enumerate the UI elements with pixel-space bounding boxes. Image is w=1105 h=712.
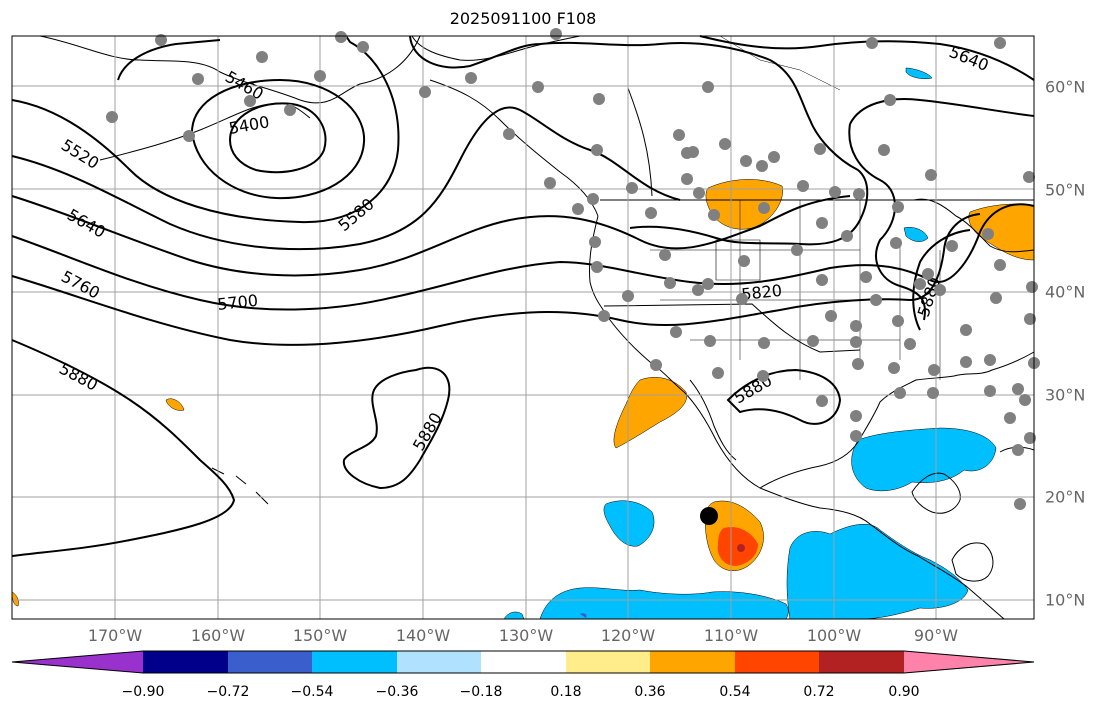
colorbar-tick: 0.18	[550, 684, 582, 700]
colorbar-segment	[12, 651, 143, 673]
storm-center-marker	[700, 507, 718, 525]
colorbar-tick: −0.36	[375, 684, 419, 700]
colorbar-segment	[143, 651, 228, 673]
lat-label: 50°N	[1045, 180, 1086, 200]
lon-label: 90°W	[913, 626, 959, 645]
map-frame	[11, 35, 1035, 620]
colorbar-tick: 0.90	[888, 684, 920, 700]
station-markers	[106, 28, 1040, 510]
lon-label: 100°W	[806, 626, 862, 645]
colorbar-tick: 0.36	[634, 684, 666, 700]
lon-label: 120°W	[600, 626, 656, 645]
lat-label: 60°N	[1045, 77, 1086, 97]
lon-label: 110°W	[703, 626, 759, 645]
colorbar-outline	[11, 650, 1035, 674]
colorbar-segment	[481, 651, 566, 673]
lat-label: 40°N	[1045, 282, 1086, 302]
colorbar-tick: 0.72	[803, 684, 835, 700]
colorbar-segment	[312, 651, 397, 673]
graticule	[12, 36, 1034, 619]
colorbar-tick: −0.72	[206, 684, 250, 700]
colorbar-segment	[819, 651, 904, 673]
colorbar	[11, 650, 1035, 674]
colorbar-segment	[397, 651, 481, 673]
lon-label: 140°W	[395, 626, 451, 645]
colorbar-segment	[228, 651, 312, 673]
colorbar-tick: 0.54	[719, 684, 751, 700]
map-title: 2025091100 F108	[449, 9, 597, 28]
lon-label: 150°W	[292, 626, 348, 645]
lat-label: 20°N	[1045, 487, 1086, 507]
contour-label: 5700	[216, 291, 258, 314]
lon-label: 130°W	[498, 626, 554, 645]
colorbar-segment	[904, 651, 1034, 673]
colorbar-segment	[650, 651, 735, 673]
map-background	[12, 36, 1034, 619]
colorbar-segment	[566, 651, 650, 673]
lon-label: 170°W	[87, 626, 143, 645]
colorbar-tick: −0.54	[290, 684, 334, 700]
lon-label: 160°W	[190, 626, 246, 645]
colorbar-tick: −0.18	[459, 684, 503, 700]
colorbar-segment	[735, 651, 819, 673]
colorbar-tick: −0.90	[121, 684, 165, 700]
contour-label: 5820	[740, 281, 782, 304]
lat-label: 10°N	[1045, 590, 1086, 610]
lat-label: 30°N	[1045, 385, 1086, 405]
